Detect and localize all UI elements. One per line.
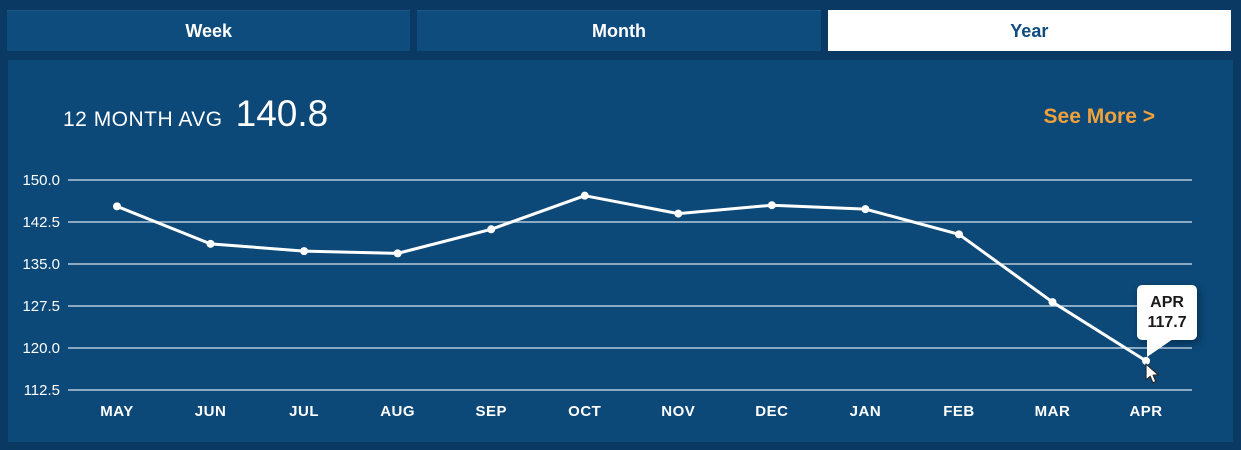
data-point-nov[interactable] (674, 209, 683, 218)
data-point-apr[interactable] (1142, 356, 1151, 365)
data-point-oct[interactable] (580, 191, 589, 200)
tab-year[interactable]: Year (827, 10, 1231, 51)
data-point-feb[interactable] (954, 230, 963, 239)
data-point-may[interactable] (113, 202, 121, 211)
average-value: 140.8 (235, 93, 329, 134)
average-summary: 12 MONTH AVG 140.8 (63, 93, 328, 135)
mouse-cursor-icon (1145, 363, 1160, 384)
data-point-aug[interactable] (393, 249, 402, 258)
tooltip-month: APR (1150, 293, 1184, 311)
chart-tooltip: APR 117.7 (1137, 284, 1198, 357)
time-range-tabs: Week Month Year (7, 10, 1231, 51)
data-point-jul[interactable] (300, 247, 309, 256)
data-point-sep[interactable] (487, 225, 496, 234)
tooltip-value: 117.7 (1147, 313, 1187, 331)
data-point-dec[interactable] (767, 201, 776, 210)
see-more-link[interactable]: See More > (1043, 105, 1155, 128)
data-point-jan[interactable] (861, 205, 870, 214)
data-point-jun[interactable] (206, 239, 215, 248)
average-label: 12 MONTH AVG (63, 108, 223, 131)
tab-week[interactable]: Week (7, 10, 411, 51)
data-point-mar[interactable] (1048, 298, 1057, 307)
tab-month[interactable]: Month (417, 10, 821, 51)
chart-panel: 12 MONTH AVG 140.8 See More > (8, 60, 1233, 442)
